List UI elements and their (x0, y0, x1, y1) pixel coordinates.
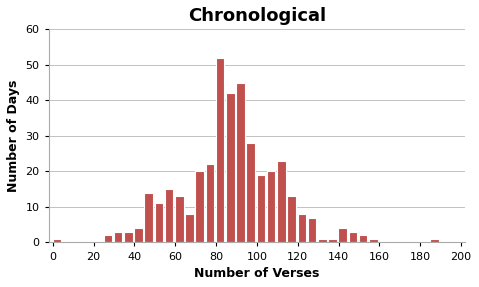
Title: Chronological: Chronological (188, 7, 326, 25)
Bar (338, 228, 347, 243)
Bar (287, 196, 296, 243)
Bar (267, 171, 275, 243)
Bar (175, 196, 183, 243)
Bar (155, 203, 163, 243)
Bar (349, 232, 357, 243)
Bar (247, 143, 255, 243)
Bar (359, 235, 367, 243)
Bar (277, 161, 285, 243)
Bar (134, 228, 143, 243)
Bar (257, 175, 265, 243)
Bar (195, 171, 204, 243)
Bar (103, 235, 112, 243)
Bar (165, 189, 173, 243)
Bar (185, 214, 194, 243)
Bar (236, 83, 245, 243)
Bar (53, 239, 61, 243)
Bar (114, 232, 122, 243)
Bar (124, 232, 133, 243)
Bar (226, 93, 235, 243)
Bar (430, 239, 439, 243)
Bar (308, 218, 316, 243)
Bar (144, 193, 153, 243)
Bar (328, 239, 337, 243)
Bar (216, 58, 225, 243)
Bar (205, 164, 214, 243)
Bar (297, 214, 306, 243)
Bar (318, 239, 327, 243)
X-axis label: Number of Verses: Number of Verses (194, 267, 319, 280)
Y-axis label: Number of Days: Number of Days (7, 80, 20, 192)
Bar (369, 239, 377, 243)
